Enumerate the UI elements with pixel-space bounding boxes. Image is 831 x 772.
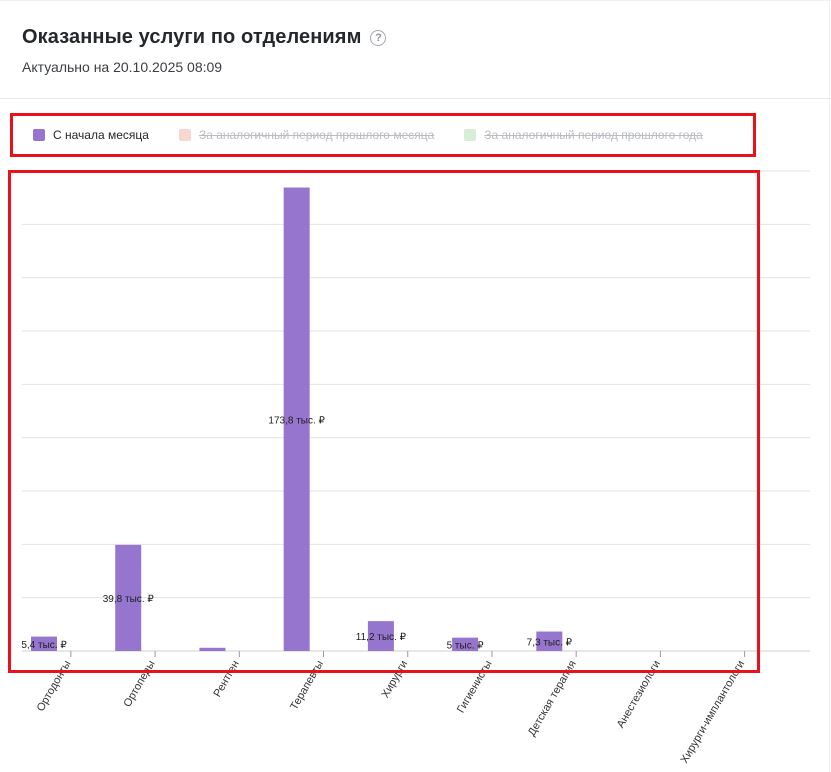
last-updated-text: Актуально на 20.10.2025 08:09 <box>22 59 223 75</box>
card-top-border <box>0 0 831 1</box>
bar[interactable] <box>199 647 226 651</box>
x-tick-label: Терапевты <box>288 658 326 712</box>
x-tick-label: Хирурги <box>379 659 410 701</box>
bar[interactable] <box>115 544 142 651</box>
legend-highlight-box <box>10 113 756 157</box>
x-tick-label: Ортопеды <box>121 658 157 709</box>
legend-label: За аналогичный период прошлого месяца <box>198 128 435 142</box>
x-tick-label: Хирурги-имплантологи <box>678 659 747 766</box>
card-header: Оказанные услуги по отделениям ? Актуаль… <box>22 26 387 75</box>
legend-label: С начала месяца <box>53 128 149 142</box>
bar[interactable] <box>452 637 479 651</box>
x-tick-label: Рентген <box>211 659 241 700</box>
header-divider <box>0 98 831 99</box>
bar-data-label: 173,8 тыс. ₽ <box>268 415 325 426</box>
bar[interactable] <box>31 636 57 651</box>
x-tick-label: Детская терапия <box>526 658 579 738</box>
chart-legend: С начала месяца За аналогичный период пр… <box>33 128 733 142</box>
legend-swatch <box>464 129 477 141</box>
bar[interactable] <box>283 187 310 652</box>
title-row: Оказанные услуги по отделениям ? <box>22 26 387 49</box>
legend-item-previous-year[interactable]: За аналогичный период прошлого года <box>464 128 703 142</box>
x-tick-label: Ортодонты <box>35 658 74 713</box>
legend-swatch <box>33 129 45 141</box>
x-tick-label: Гигиенисты <box>455 658 495 715</box>
legend-item-current-month[interactable]: С начала месяца <box>33 128 149 142</box>
bar[interactable] <box>367 621 394 651</box>
bar-data-label: 7,3 тыс. ₽ <box>527 637 573 648</box>
legend-swatch <box>178 129 191 141</box>
page-title: Оказанные услуги по отделениям <box>22 26 362 48</box>
legend-item-previous-month[interactable]: За аналогичный период прошлого месяца <box>178 128 435 142</box>
bar-data-label: 5 тыс. ₽ <box>447 640 485 651</box>
bar[interactable] <box>536 631 563 651</box>
bar-data-label: 39,8 тыс. ₽ <box>103 594 155 605</box>
bar-data-label: 11,2 тыс. ₽ <box>356 632 407 643</box>
bar-data-label: 5,4 тыс. ₽ <box>21 640 67 651</box>
legend-label: За аналогичный период прошлого года <box>484 128 703 142</box>
help-icon[interactable]: ? <box>370 29 387 46</box>
card-right-border <box>829 0 830 772</box>
x-tick-label: Анестезиологи <box>615 659 663 731</box>
